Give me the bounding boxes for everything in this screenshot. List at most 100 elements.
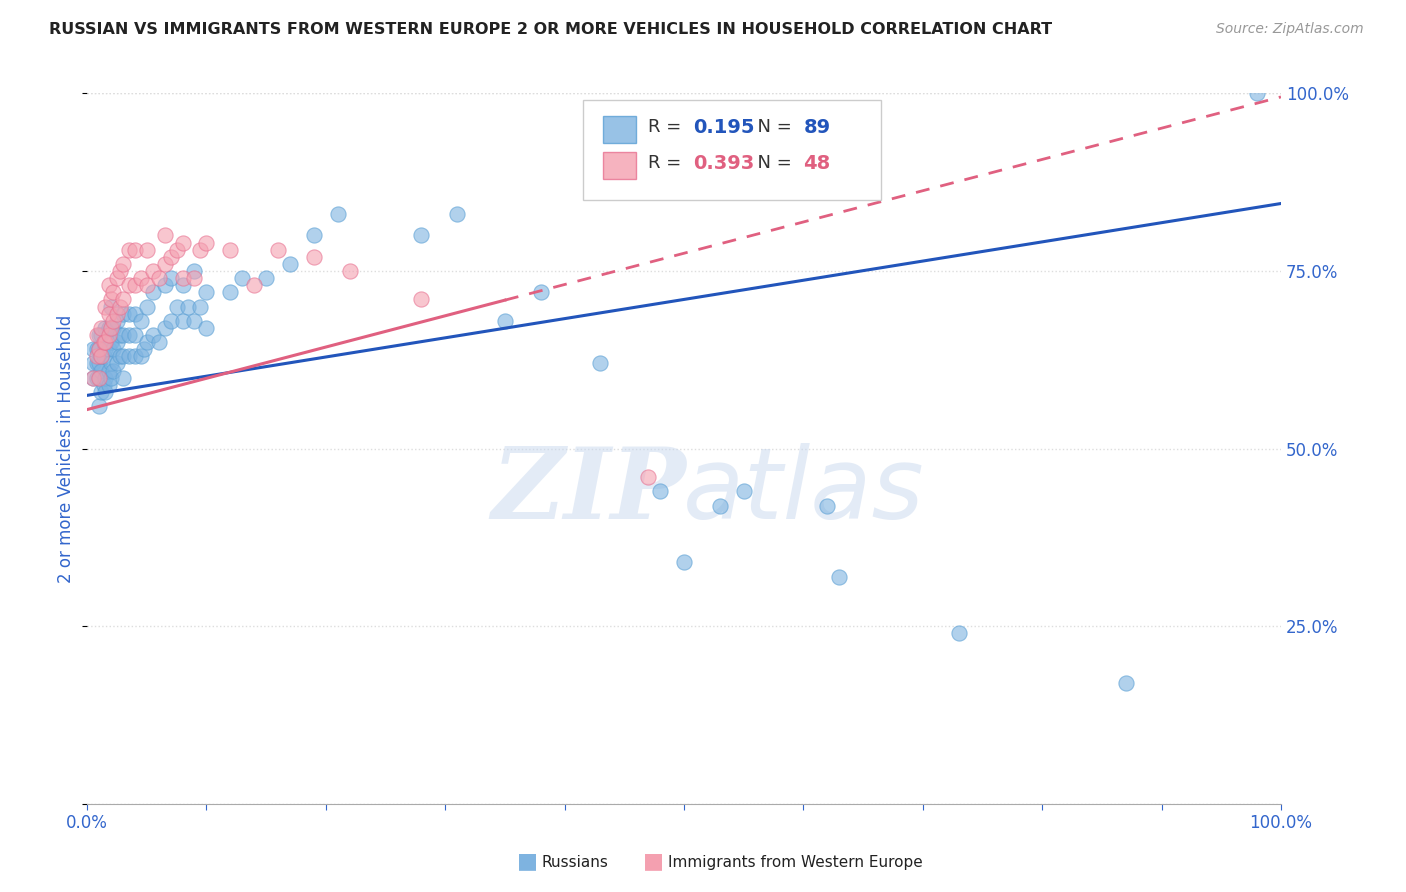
- Point: [195, 235, 218, 250]
- Point: [302, 228, 325, 243]
- Text: Source: ZipAtlas.com: Source: ZipAtlas.com: [1216, 22, 1364, 37]
- Point: [111, 307, 134, 321]
- Point: [648, 484, 671, 499]
- Point: [97, 377, 120, 392]
- Point: [110, 300, 132, 314]
- Point: [302, 250, 325, 264]
- Point: [672, 555, 695, 569]
- Point: [86, 370, 108, 384]
- Text: Russians: Russians: [541, 855, 609, 870]
- Point: [124, 328, 146, 343]
- Point: [190, 243, 212, 257]
- Point: [326, 207, 349, 221]
- Text: atlas: atlas: [682, 442, 924, 540]
- Text: N =: N =: [747, 119, 797, 136]
- Point: [124, 243, 146, 257]
- Text: ■: ■: [517, 851, 537, 871]
- Point: [105, 307, 128, 321]
- Point: [90, 363, 112, 377]
- Point: [97, 342, 120, 356]
- Point: [87, 328, 110, 343]
- Point: [97, 328, 120, 343]
- Point: [87, 370, 110, 384]
- Point: [90, 384, 112, 399]
- Point: [142, 285, 165, 300]
- Point: [100, 321, 122, 335]
- FancyBboxPatch shape: [582, 101, 882, 200]
- FancyBboxPatch shape: [603, 152, 637, 178]
- Point: [103, 321, 125, 335]
- Point: [411, 228, 433, 243]
- Text: 0.195: 0.195: [693, 118, 755, 137]
- FancyBboxPatch shape: [603, 116, 637, 143]
- Point: [90, 321, 112, 335]
- Point: [90, 328, 112, 343]
- Point: [100, 293, 122, 307]
- Point: [159, 271, 181, 285]
- Point: [87, 356, 110, 370]
- Point: [110, 349, 132, 363]
- Point: [87, 370, 110, 384]
- Point: [195, 285, 218, 300]
- Point: [97, 363, 120, 377]
- Point: [103, 342, 125, 356]
- Point: [93, 377, 115, 392]
- Point: [100, 300, 122, 314]
- Point: [183, 314, 205, 328]
- Point: [97, 307, 120, 321]
- Point: [183, 271, 205, 285]
- Point: [111, 257, 134, 271]
- Point: [110, 328, 132, 343]
- Point: [135, 334, 157, 349]
- Point: [90, 349, 112, 363]
- Point: [87, 342, 110, 356]
- Point: [219, 285, 242, 300]
- Point: [111, 370, 134, 384]
- Point: [105, 356, 128, 370]
- Point: [82, 370, 104, 384]
- Point: [100, 356, 122, 370]
- Point: [219, 243, 242, 257]
- Point: [93, 334, 115, 349]
- Point: [100, 370, 122, 384]
- Point: [166, 243, 188, 257]
- Point: [111, 328, 134, 343]
- Text: 48: 48: [803, 153, 831, 172]
- Point: [339, 264, 361, 278]
- Point: [1246, 87, 1268, 101]
- Point: [94, 384, 117, 399]
- Point: [118, 328, 141, 343]
- Point: [124, 349, 146, 363]
- Point: [86, 342, 108, 356]
- Point: [87, 399, 110, 413]
- Point: [494, 314, 516, 328]
- Point: [142, 328, 165, 343]
- Point: [153, 321, 176, 335]
- Point: [153, 278, 176, 293]
- Point: [90, 349, 112, 363]
- Point: [195, 321, 218, 335]
- Point: [94, 300, 117, 314]
- Point: [166, 300, 188, 314]
- Point: [124, 307, 146, 321]
- Point: [733, 484, 755, 499]
- Point: [118, 278, 141, 293]
- Text: R =: R =: [648, 154, 688, 172]
- Point: [105, 271, 128, 285]
- Point: [177, 300, 200, 314]
- Point: [709, 499, 731, 513]
- Point: [103, 314, 125, 328]
- Point: [82, 356, 104, 370]
- Point: [103, 285, 125, 300]
- Point: [948, 626, 970, 640]
- Point: [86, 356, 108, 370]
- Point: [124, 278, 146, 293]
- Point: [815, 499, 838, 513]
- Point: [172, 314, 194, 328]
- Point: [589, 356, 612, 370]
- Point: [446, 207, 468, 221]
- Point: [231, 271, 253, 285]
- Point: [142, 264, 165, 278]
- Point: [190, 300, 212, 314]
- Point: [111, 293, 134, 307]
